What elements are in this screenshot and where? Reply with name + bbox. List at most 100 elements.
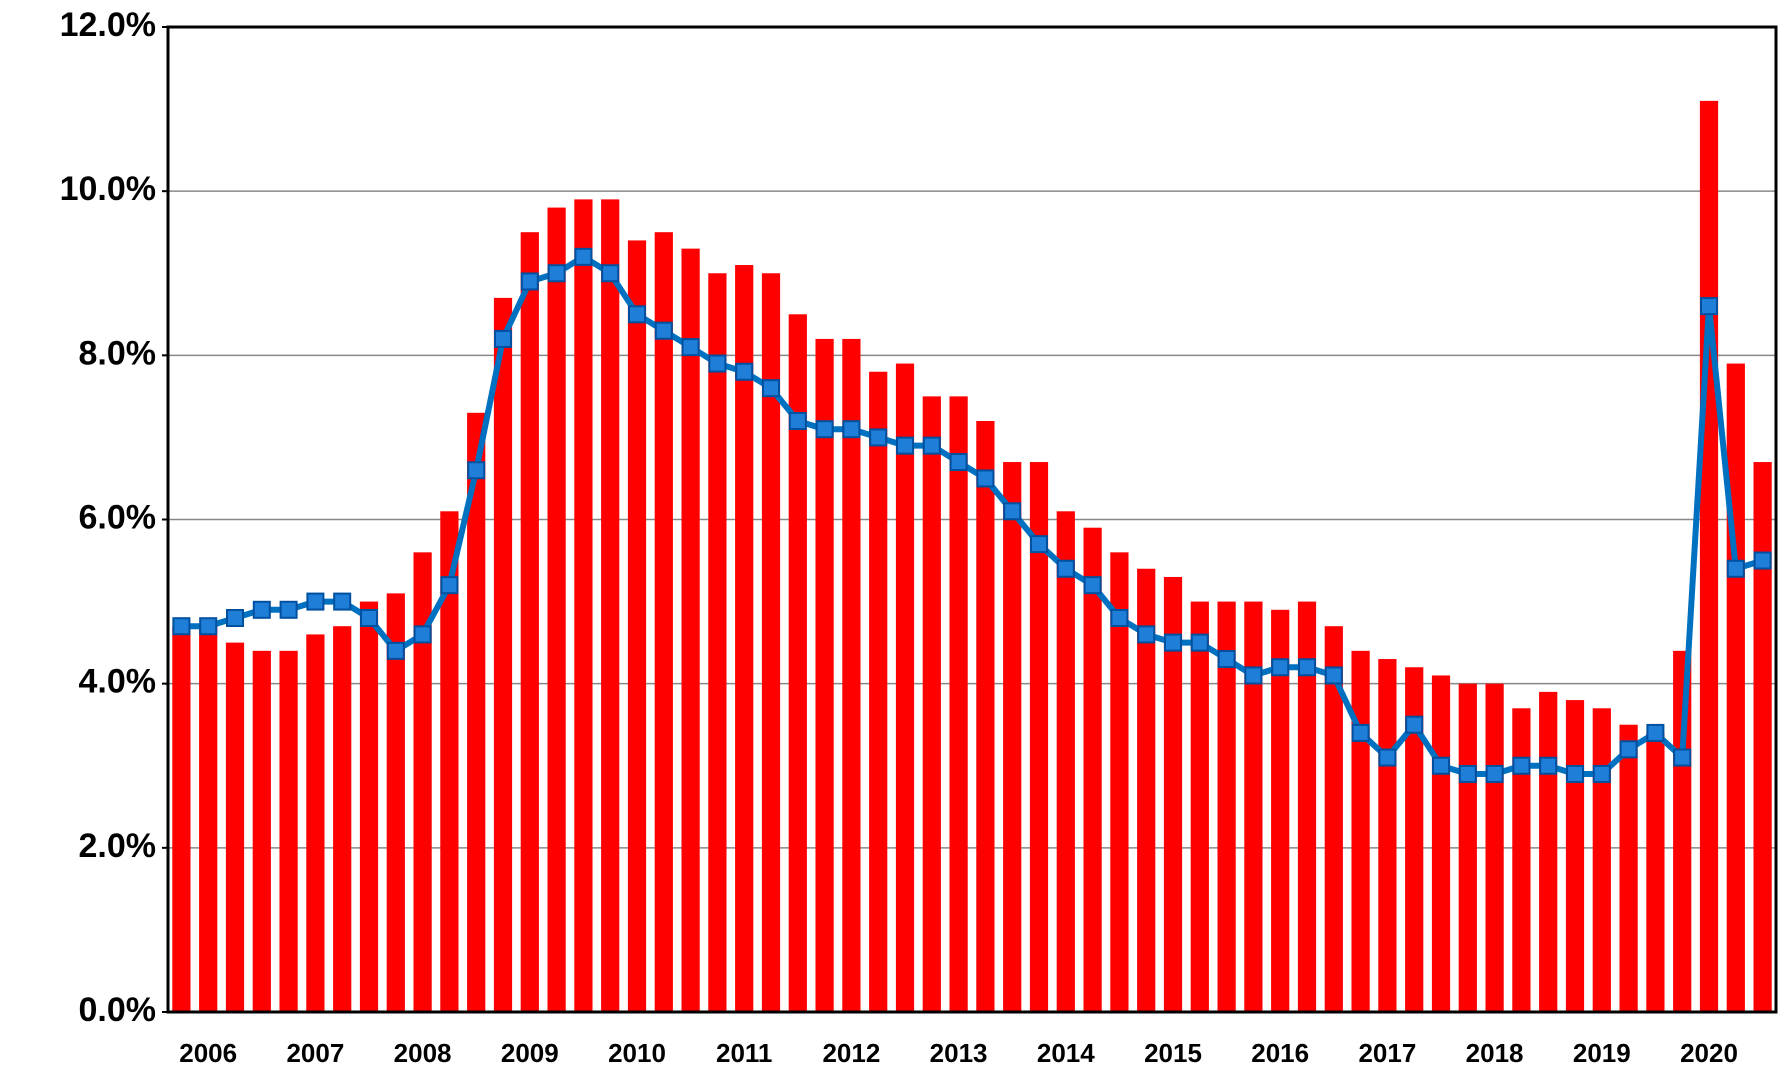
y-tick-label: 12.0%	[60, 6, 156, 44]
bar	[708, 273, 727, 1012]
bar	[1324, 626, 1343, 1012]
bar	[1485, 683, 1504, 1012]
marker	[1324, 666, 1343, 685]
bar	[1726, 363, 1745, 1013]
marker	[1003, 502, 1022, 521]
marker	[815, 420, 834, 439]
x-tick-label: 2012	[822, 1038, 880, 1068]
x-tick-label: 2008	[394, 1038, 452, 1068]
bar	[735, 265, 754, 1013]
bar	[1056, 511, 1075, 1012]
marker	[1458, 764, 1477, 783]
marker	[1619, 740, 1638, 759]
bar	[1565, 700, 1585, 1012]
bar	[1673, 650, 1692, 1012]
bar	[601, 199, 620, 1012]
bar	[1431, 675, 1451, 1012]
x-tick-label: 2010	[608, 1038, 666, 1068]
marker	[1700, 297, 1718, 316]
y-tick-label: 8.0%	[79, 334, 157, 372]
bar	[1378, 659, 1397, 1012]
marker	[199, 617, 218, 636]
bar	[306, 634, 325, 1012]
bar	[1539, 691, 1558, 1012]
bar	[1512, 708, 1531, 1012]
y-tick-label: 4.0%	[79, 663, 157, 701]
bar	[976, 421, 995, 1012]
x-tick-label: 2016	[1251, 1038, 1309, 1068]
bar	[1244, 601, 1263, 1012]
marker	[1566, 764, 1584, 783]
bar	[252, 650, 271, 1012]
marker	[708, 354, 727, 373]
bar	[1110, 552, 1129, 1012]
x-tick-label: 2020	[1680, 1038, 1738, 1068]
plot-frame	[166, 25, 1778, 1014]
bar	[842, 338, 861, 1013]
bar	[199, 626, 218, 1012]
bar	[1137, 568, 1156, 1012]
marker	[172, 617, 191, 636]
x-tick-label: 2011	[716, 1038, 772, 1068]
marker	[922, 436, 941, 455]
marker	[520, 272, 539, 291]
bar	[1163, 576, 1183, 1012]
bar	[1458, 683, 1477, 1012]
bar	[1646, 732, 1665, 1012]
x-tick-label: 2019	[1573, 1038, 1631, 1068]
marker	[1030, 535, 1048, 554]
marker	[440, 576, 459, 595]
bar	[895, 363, 915, 1013]
bar	[172, 626, 191, 1012]
marker	[1137, 625, 1156, 644]
marker	[976, 469, 995, 488]
marker	[547, 264, 566, 283]
x-tick-label: 2017	[1358, 1038, 1416, 1068]
bar	[359, 601, 379, 1012]
marker	[788, 412, 807, 430]
bar	[1190, 601, 1209, 1012]
marker	[386, 641, 405, 660]
marker	[360, 609, 378, 627]
marker	[681, 338, 700, 357]
bar	[1619, 724, 1638, 1012]
bar	[788, 314, 807, 1013]
bar	[761, 273, 781, 1012]
y-tick-label: 0.0%	[79, 991, 157, 1029]
bar	[440, 511, 459, 1012]
marker	[949, 453, 968, 472]
bar	[922, 396, 941, 1012]
marker	[1673, 748, 1692, 767]
marker	[1512, 756, 1531, 775]
marker	[1726, 559, 1745, 578]
marker	[252, 600, 271, 619]
bar	[225, 642, 245, 1012]
bar	[547, 207, 566, 1013]
marker	[413, 625, 432, 644]
marker	[1244, 666, 1263, 685]
bar	[1753, 462, 1772, 1013]
marker	[1271, 658, 1290, 677]
y-tick-label: 10.0%	[60, 170, 156, 208]
bar	[1699, 100, 1719, 1012]
bar	[949, 396, 968, 1012]
bar	[1297, 601, 1317, 1012]
x-tick-label: 2018	[1466, 1038, 1524, 1068]
bar	[627, 240, 647, 1012]
marker	[842, 420, 861, 439]
bar	[815, 338, 834, 1013]
marker	[1190, 633, 1209, 652]
bar	[654, 232, 673, 1013]
bar	[574, 199, 593, 1012]
marker	[574, 247, 593, 266]
bar	[1592, 708, 1611, 1012]
marker	[1083, 576, 1102, 595]
marker	[1217, 650, 1236, 669]
marker	[1110, 609, 1129, 627]
y-tick-label: 2.0%	[79, 827, 157, 865]
marker	[1485, 764, 1504, 783]
marker	[226, 609, 244, 627]
marker	[494, 329, 512, 348]
x-tick-label: 2014	[1037, 1038, 1095, 1068]
